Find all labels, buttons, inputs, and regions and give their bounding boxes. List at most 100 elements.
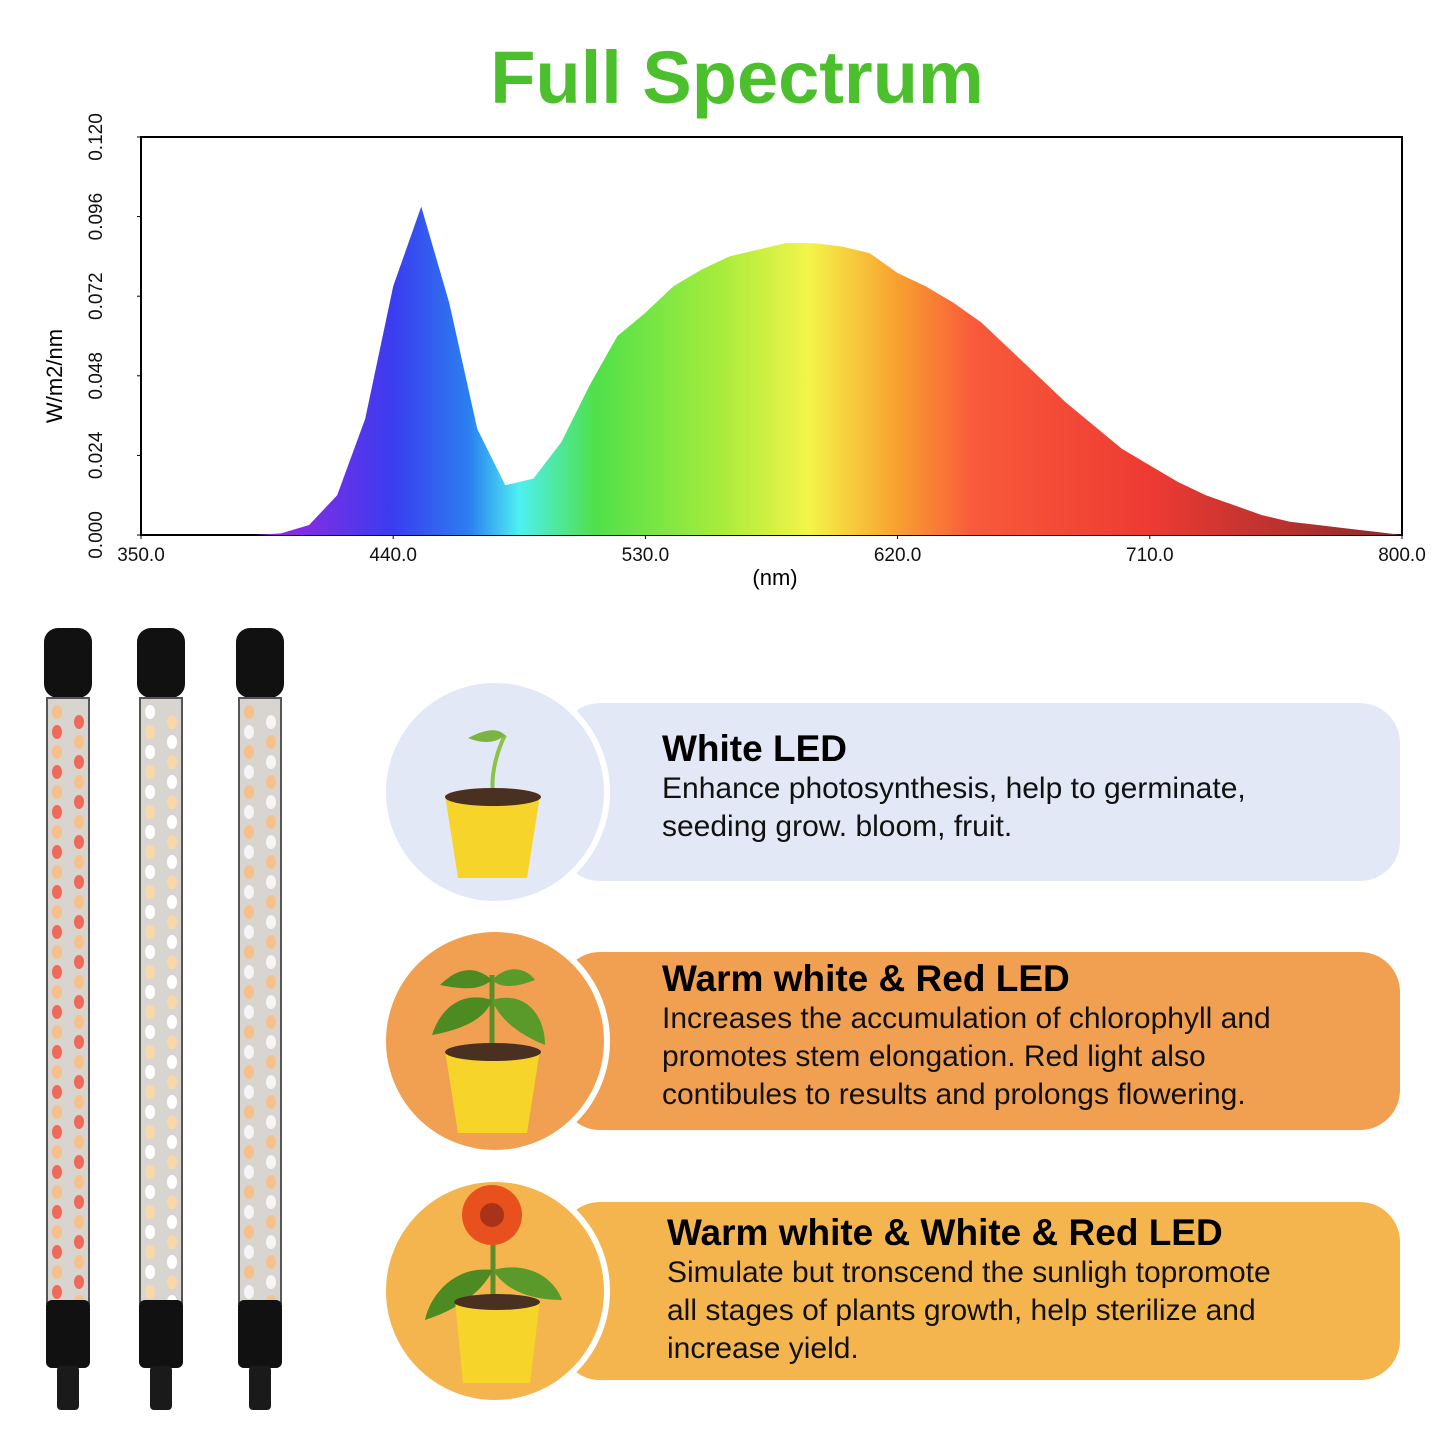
led xyxy=(52,1165,62,1179)
led xyxy=(52,845,62,859)
led xyxy=(145,885,155,899)
led xyxy=(244,1065,254,1079)
bar-base xyxy=(139,1300,183,1368)
led xyxy=(244,725,254,739)
led xyxy=(145,1285,155,1299)
led xyxy=(244,765,254,779)
bar-cap xyxy=(44,628,92,698)
led xyxy=(266,735,276,749)
led xyxy=(266,975,276,989)
card-description: Increases the accumulation of chlorophyl… xyxy=(662,1002,1271,1035)
led xyxy=(145,745,155,759)
led xyxy=(52,705,62,719)
led xyxy=(167,975,177,989)
led xyxy=(52,1145,62,1159)
bar-base xyxy=(46,1300,90,1368)
bar-plug xyxy=(57,1366,79,1410)
led xyxy=(244,1165,254,1179)
led xyxy=(52,1225,62,1239)
led xyxy=(74,715,84,729)
led xyxy=(52,725,62,739)
card-bg xyxy=(560,703,1400,881)
bar-plug xyxy=(150,1366,172,1410)
led xyxy=(145,1145,155,1159)
led xyxy=(145,1245,155,1259)
led xyxy=(74,1195,84,1209)
led xyxy=(52,1085,62,1099)
led xyxy=(145,825,155,839)
led xyxy=(145,785,155,799)
led xyxy=(244,1085,254,1099)
led xyxy=(167,1195,177,1209)
card-description: increase yield. xyxy=(667,1332,859,1365)
led xyxy=(266,1175,276,1189)
led xyxy=(167,1115,177,1129)
led xyxy=(74,775,84,789)
led xyxy=(266,775,276,789)
card-bg xyxy=(560,952,1400,1130)
led xyxy=(266,935,276,949)
led xyxy=(74,855,84,869)
led xyxy=(167,1235,177,1249)
led xyxy=(244,1005,254,1019)
led xyxy=(244,1125,254,1139)
led xyxy=(266,1075,276,1089)
led xyxy=(74,1035,84,1049)
plot: 350.0 440.0 530.0 620.0 710.0 800.0 0.000 0.024… xyxy=(86,113,1426,566)
card-icon-bg xyxy=(380,926,610,1156)
card-description: seeding grow. bloom, fruit. xyxy=(662,810,1012,843)
led xyxy=(52,885,62,899)
led xyxy=(74,915,84,929)
led xyxy=(266,815,276,829)
y-tick-label: 0.048 xyxy=(86,352,107,400)
y-tick-label: 0.024 xyxy=(86,431,107,479)
led xyxy=(167,735,177,749)
led xyxy=(167,1035,177,1049)
led xyxy=(167,855,177,869)
led xyxy=(145,725,155,739)
led xyxy=(52,1045,62,1059)
led xyxy=(145,1045,155,1059)
led xyxy=(244,1225,254,1239)
led xyxy=(244,945,254,959)
led xyxy=(167,775,177,789)
led xyxy=(167,1155,177,1169)
led xyxy=(266,795,276,809)
led xyxy=(145,1165,155,1179)
led xyxy=(52,865,62,879)
x-tick-label: 350.0 xyxy=(117,545,165,566)
led xyxy=(266,1095,276,1109)
led xyxy=(145,1205,155,1219)
led xyxy=(145,1265,155,1279)
led xyxy=(74,795,84,809)
y-tick-label: 0.072 xyxy=(86,272,107,320)
led xyxy=(244,865,254,879)
led xyxy=(167,1135,177,1149)
led xyxy=(167,1175,177,1189)
led xyxy=(145,1225,155,1239)
led xyxy=(74,835,84,849)
led xyxy=(244,1025,254,1039)
led xyxy=(266,995,276,1009)
led xyxy=(145,905,155,919)
y-axis-label: W/m2/nm xyxy=(42,329,67,423)
led xyxy=(167,1215,177,1229)
led xyxy=(74,1015,84,1029)
led xyxy=(52,1285,62,1299)
led xyxy=(52,1265,62,1279)
led xyxy=(145,985,155,999)
led xyxy=(74,955,84,969)
led xyxy=(266,1155,276,1169)
led xyxy=(167,1275,177,1289)
chart-title: Full Spectrum xyxy=(490,36,983,119)
led xyxy=(244,1185,254,1199)
led xyxy=(266,1235,276,1249)
led xyxy=(145,1025,155,1039)
card-description: contibules to results and prolongs flowe… xyxy=(662,1078,1246,1111)
led xyxy=(266,1115,276,1129)
card-title: Warm white & Red LED xyxy=(662,958,1070,999)
x-tick-label: 710.0 xyxy=(1126,545,1174,566)
led xyxy=(74,1115,84,1129)
led xyxy=(145,945,155,959)
